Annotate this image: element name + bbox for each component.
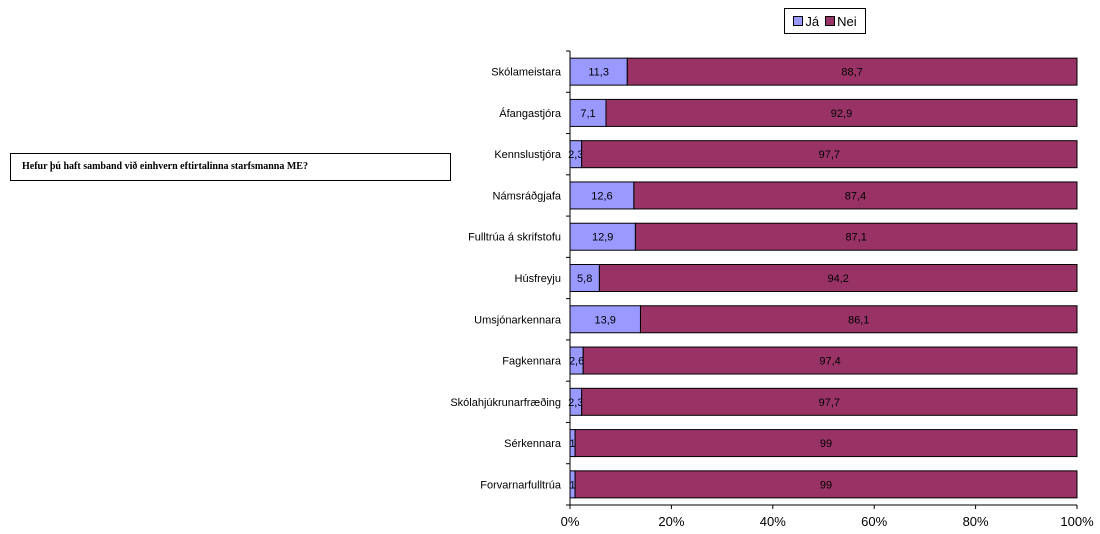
bar-segment-nei bbox=[581, 140, 1078, 169]
data-label: 1 bbox=[569, 479, 575, 491]
data-label: 92,9 bbox=[831, 108, 852, 120]
data-label: 7,1 bbox=[580, 108, 595, 120]
bar-segment-ja bbox=[569, 57, 628, 86]
category-label: Húsfreyju bbox=[515, 273, 561, 285]
data-label: 5,8 bbox=[577, 273, 592, 285]
legend-label-ja: Já bbox=[805, 13, 820, 29]
bar-segment-nei bbox=[639, 305, 1078, 334]
data-label: 13,9 bbox=[595, 314, 616, 326]
data-label: 94,2 bbox=[827, 273, 848, 285]
data-label: 87,4 bbox=[845, 190, 866, 202]
question-text: Hefur þú haft samband við einhvern eftir… bbox=[22, 161, 308, 172]
category-label: Fulltrúa á skrifstofu bbox=[468, 232, 561, 244]
bar-segment-nei bbox=[634, 222, 1078, 251]
bar-segment-nei bbox=[626, 57, 1078, 86]
data-label: 11,3 bbox=[588, 67, 609, 79]
legend-label-nei: Nei bbox=[837, 13, 857, 29]
category-label: Fagkennara bbox=[502, 356, 562, 368]
category-label: Sérkennara bbox=[504, 438, 562, 450]
bar-segment-nei bbox=[633, 181, 1078, 210]
legend-item-nei: Nei bbox=[825, 14, 857, 29]
x-tick-label: 60% bbox=[861, 514, 887, 529]
data-label: 99 bbox=[820, 438, 832, 450]
data-label: 99 bbox=[820, 479, 832, 491]
bar-segment-nei bbox=[574, 429, 1078, 458]
data-label: 97,7 bbox=[819, 149, 840, 161]
legend-swatch-ja bbox=[793, 16, 804, 26]
bar-segment-nei bbox=[598, 264, 1078, 292]
category-label: Skólameistara bbox=[491, 67, 562, 79]
bar-segment-ja bbox=[569, 264, 600, 292]
data-label: 2,6 bbox=[569, 356, 584, 368]
x-tick-label: 0% bbox=[561, 514, 580, 529]
bar-segment-nei bbox=[581, 387, 1078, 416]
data-label: 97,7 bbox=[819, 397, 840, 409]
bar-segment-ja bbox=[569, 222, 636, 251]
x-tick-label: 100% bbox=[1060, 514, 1094, 529]
data-label: 12,6 bbox=[591, 190, 612, 202]
category-label: Forvarnarfulltrúa bbox=[480, 479, 562, 491]
category-label: Skólahjúkrunarfræðing bbox=[450, 397, 561, 409]
data-label: 87,1 bbox=[845, 232, 866, 244]
category-label: Áfangastjóra bbox=[499, 107, 562, 120]
legend-swatch-nei bbox=[825, 16, 836, 26]
category-label: Umsjónarkennara bbox=[474, 314, 562, 326]
data-label: 88,7 bbox=[841, 67, 862, 79]
x-tick-label: 20% bbox=[658, 514, 684, 529]
bar-segment-nei bbox=[582, 346, 1078, 375]
data-label: 2,3 bbox=[568, 397, 583, 409]
legend-item-ja: Já bbox=[793, 14, 819, 29]
category-label: Kennslustjóra bbox=[494, 149, 562, 161]
question-box: Hefur þú haft samband við einhvern eftir… bbox=[10, 153, 451, 181]
data-label: 86,1 bbox=[848, 314, 869, 326]
data-label: 1 bbox=[569, 438, 575, 450]
x-tick-label: 40% bbox=[760, 514, 786, 529]
bar-segment-nei bbox=[574, 470, 1078, 499]
data-label: 12,9 bbox=[592, 232, 613, 244]
bar-segment-ja bbox=[569, 305, 641, 334]
x-tick-label: 80% bbox=[963, 514, 989, 529]
chart-legend: Já Nei bbox=[784, 8, 866, 34]
bar-segment-nei bbox=[605, 98, 1078, 127]
category-label: Námsráðgjafa bbox=[493, 190, 562, 202]
data-label: 97,4 bbox=[819, 356, 840, 368]
data-label: 2,3 bbox=[568, 149, 583, 161]
